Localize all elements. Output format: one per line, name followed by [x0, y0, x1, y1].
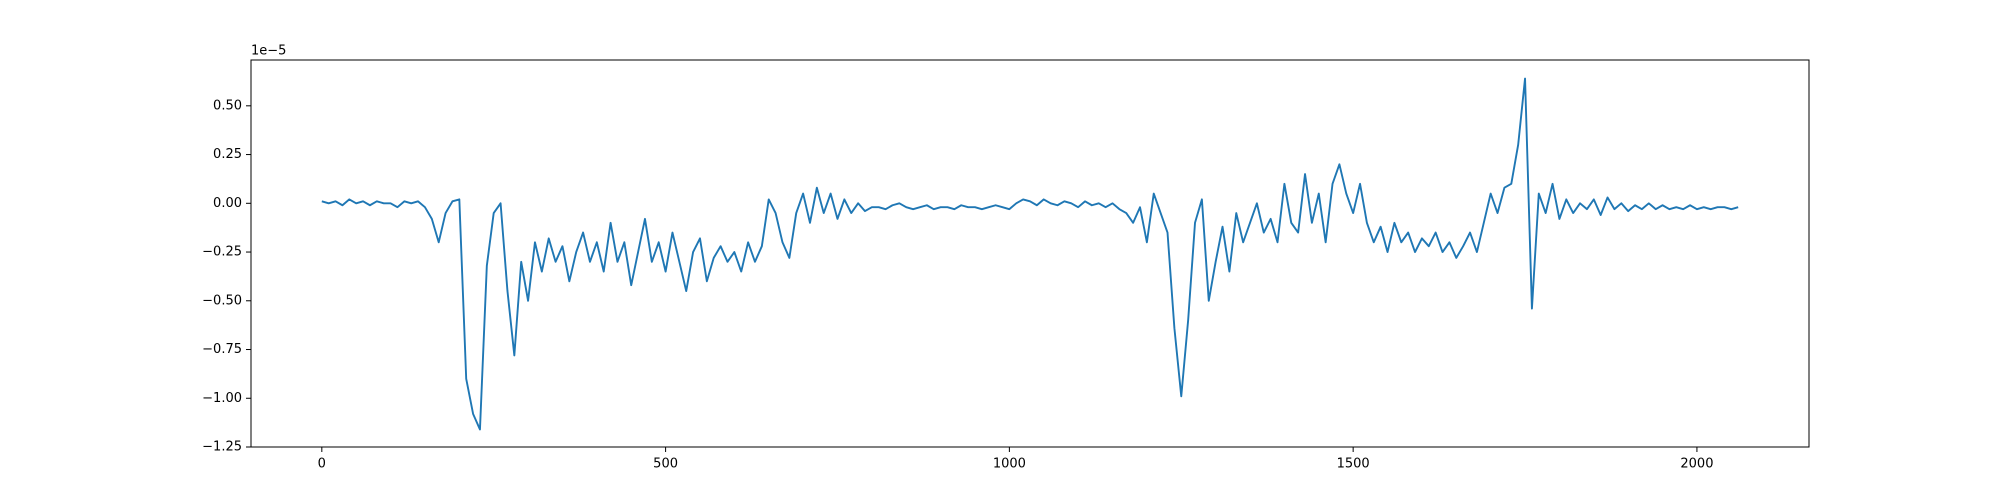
- x-tick-label: 0: [318, 457, 326, 472]
- y-tick-label: 0.25: [213, 147, 242, 162]
- y-tick-label: −0.50: [202, 293, 242, 308]
- x-tick-label: 1000: [993, 457, 1026, 472]
- x-tick-label: 2000: [1680, 457, 1713, 472]
- y-tick-label: 0.00: [213, 196, 242, 211]
- y-tick-label: −0.75: [202, 342, 242, 357]
- y-tick-label: −1.00: [202, 391, 242, 406]
- y-tick-label: 0.50: [213, 98, 242, 113]
- x-tick-label: 1500: [1337, 457, 1370, 472]
- y-offset-label: 1e−5: [251, 44, 286, 59]
- data-line: [321, 77, 1739, 431]
- y-tick-label: −1.25: [202, 440, 242, 455]
- y-tick-label: −0.25: [202, 245, 242, 260]
- plot-frame: [250, 59, 1810, 448]
- x-tick-label: 500: [653, 457, 678, 472]
